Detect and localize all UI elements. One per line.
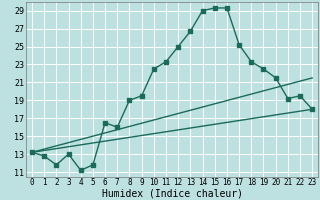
X-axis label: Humidex (Indice chaleur): Humidex (Indice chaleur)	[101, 188, 243, 198]
